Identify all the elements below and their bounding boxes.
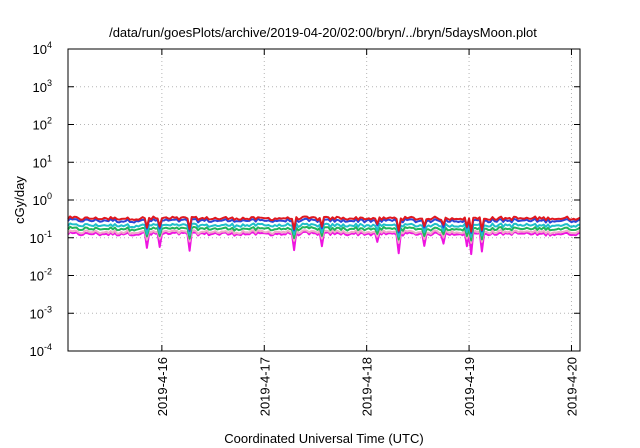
y-tick-base: 10 [30,231,44,246]
y-tick-exponent: -4 [44,342,52,352]
y-tick-exponent: -2 [44,267,52,277]
y-tick-label: 10-2 [30,267,52,284]
y-tick-base: 10 [33,155,47,170]
y-tick-exponent: 3 [47,78,52,88]
x-tick-label: 2019-4-17 [257,357,272,416]
y-tick-label: 100 [33,191,52,208]
grid [68,48,580,352]
y-tick-base: 10 [30,306,44,321]
y-tick-label: 10-4 [30,342,52,359]
series-line [67,222,581,238]
y-tick-label: 10-1 [30,229,52,246]
y-tick-label: 103 [33,78,52,95]
y-axis-label: cGy/day [12,176,27,224]
x-axis-label: Coordinated Universal Time (UTC) [224,431,423,446]
y-tick-base: 10 [33,193,47,208]
y-tick-exponent: 4 [47,40,52,50]
y-tick-label: 101 [33,153,52,170]
y-tick-label: 102 [33,116,52,133]
y-tick-base: 10 [33,118,47,133]
series-line [67,215,581,233]
y-tick-exponent: -3 [44,304,52,314]
x-tick-label: 2019-4-18 [360,357,375,416]
x-tick-label: 2019-4-19 [462,357,477,416]
series-lines [67,215,581,256]
y-tick-base: 10 [33,80,47,95]
y-tick-base: 10 [30,344,44,359]
y-tick-label: 104 [33,40,52,57]
y-tick-base: 10 [30,269,44,284]
x-tick-labels: 2019-4-16 2019-4-17 2019-4-18 2019-4-19 2019… [155,357,580,416]
x-tick-label: 2019-4-20 [564,357,579,416]
y-tick-base: 10 [33,42,47,57]
y-tick-label: 10-3 [30,304,52,321]
plot-frame [67,48,581,352]
y-tick-exponent: 1 [47,153,52,163]
y-tick-exponent: -1 [44,229,52,239]
y-tick-exponent: 2 [47,116,52,126]
x-tick-label: 2019-4-16 [155,357,170,416]
y-tick-exponent: 0 [47,191,52,201]
chart-title: /data/run/goesPlots/archive/2019-04-20/0… [109,25,537,40]
